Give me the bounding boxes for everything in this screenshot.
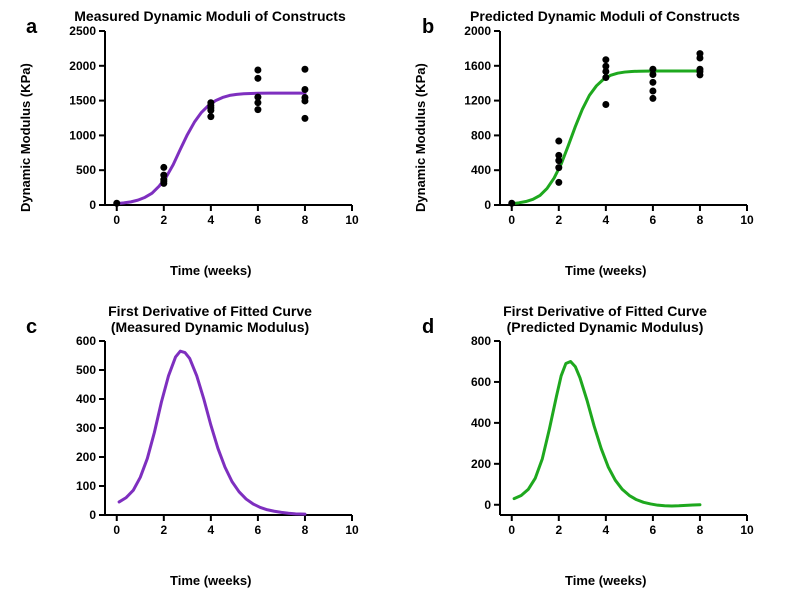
panel-label-c: c [26, 316, 37, 339]
svg-text:0: 0 [508, 523, 515, 537]
panel-label-d: d [422, 316, 434, 339]
xlabel-c: Time (weeks) [170, 573, 251, 588]
svg-text:800: 800 [471, 128, 491, 142]
panel-label-b: b [422, 16, 434, 39]
svg-text:300: 300 [76, 421, 96, 435]
svg-text:200: 200 [76, 450, 96, 464]
chart-c: 0 100 200 300 400 500 600 0 2 4 6 8 10 [60, 335, 360, 545]
svg-text:2: 2 [160, 523, 167, 537]
panel-title-a: Measured Dynamic Moduli of Constructs [65, 8, 355, 24]
svg-text:500: 500 [76, 363, 96, 377]
xlabel-a: Time (weeks) [170, 263, 251, 278]
svg-text:10: 10 [740, 523, 754, 537]
panel-title-b: Predicted Dynamic Moduli of Constructs [460, 8, 750, 24]
panel-title-d: First Derivative of Fitted Curve (Predic… [460, 303, 750, 335]
svg-text:2: 2 [555, 523, 562, 537]
svg-text:400: 400 [471, 163, 491, 177]
svg-text:400: 400 [76, 392, 96, 406]
svg-text:2: 2 [555, 213, 562, 227]
svg-text:0: 0 [484, 498, 491, 512]
svg-text:0: 0 [113, 523, 120, 537]
svg-text:1500: 1500 [69, 94, 96, 108]
chart-b: 0 400 800 1200 1600 2000 0 2 4 6 8 10 [455, 25, 755, 235]
svg-text:10: 10 [740, 213, 754, 227]
svg-text:2000: 2000 [69, 59, 96, 73]
svg-text:6: 6 [255, 213, 262, 227]
svg-text:1000: 1000 [69, 128, 96, 142]
svg-text:200: 200 [471, 457, 491, 471]
svg-text:10: 10 [345, 523, 359, 537]
svg-text:0: 0 [508, 213, 515, 227]
panel-title-c: First Derivative of Fitted Curve (Measur… [65, 303, 355, 335]
svg-text:600: 600 [76, 335, 96, 348]
svg-text:0: 0 [89, 508, 96, 522]
figure-root: a Measured Dynamic Moduli of Constructs … [0, 0, 800, 614]
svg-text:4: 4 [208, 523, 215, 537]
svg-text:800: 800 [471, 335, 491, 348]
svg-text:4: 4 [208, 213, 215, 227]
svg-text:6: 6 [255, 523, 262, 537]
svg-text:4: 4 [603, 213, 610, 227]
svg-text:8: 8 [697, 523, 704, 537]
svg-text:2500: 2500 [69, 25, 96, 38]
svg-text:0: 0 [484, 198, 491, 212]
svg-text:2000: 2000 [464, 25, 491, 38]
svg-text:1200: 1200 [464, 94, 491, 108]
ylabel-b: Dynamic Modulus (KPa) [413, 63, 428, 212]
svg-text:1600: 1600 [464, 59, 491, 73]
xlabel-d: Time (weeks) [565, 573, 646, 588]
svg-text:8: 8 [302, 523, 309, 537]
svg-text:8: 8 [302, 213, 309, 227]
svg-text:100: 100 [76, 479, 96, 493]
svg-text:6: 6 [650, 213, 657, 227]
svg-text:6: 6 [650, 523, 657, 537]
chart-a: 0 500 1000 1500 2000 2500 0 2 4 6 8 10 [60, 25, 360, 235]
svg-text:2: 2 [160, 213, 167, 227]
svg-text:400: 400 [471, 416, 491, 430]
xlabel-b: Time (weeks) [565, 263, 646, 278]
panel-label-a: a [26, 16, 37, 39]
svg-text:8: 8 [697, 213, 704, 227]
svg-text:500: 500 [76, 163, 96, 177]
svg-text:600: 600 [471, 375, 491, 389]
svg-text:0: 0 [113, 213, 120, 227]
chart-d: 0 200 400 600 800 0 2 4 6 8 10 [455, 335, 755, 545]
ylabel-a: Dynamic Modulus (KPa) [18, 63, 33, 212]
svg-text:10: 10 [345, 213, 359, 227]
svg-text:4: 4 [603, 523, 610, 537]
svg-text:0: 0 [89, 198, 96, 212]
